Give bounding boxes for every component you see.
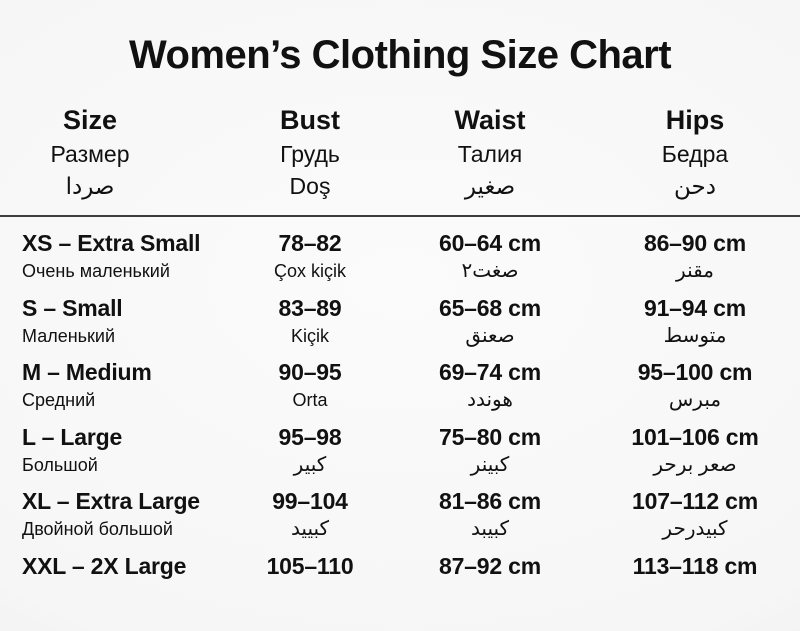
table-row-xl: XL – Extra Large Двойной большой 99–104 … — [0, 486, 800, 551]
bust-sublabel: كبير — [293, 453, 327, 476]
waist-sublabel: صغت٢ — [461, 260, 519, 282]
column-header-size-en: Size — [62, 105, 118, 135]
column-header-waist-en: Waist — [454, 105, 526, 135]
cell-hips: 91–94 cm متوسط — [590, 293, 800, 350]
size-label: XL – Extra Large — [22, 488, 200, 514]
table-row-xxl: XXL – 2X Large 105–110 87–92 cm 113–118 … — [0, 551, 800, 616]
size-label: L – Large — [22, 423, 123, 450]
cell-hips: 95–100 cm مبرس — [590, 357, 800, 414]
cell-hips: 113–118 cm — [590, 551, 800, 581]
hips-value: 86–90 cm — [644, 230, 746, 256]
size-sublabel: Маленький — [22, 325, 116, 346]
waist-sublabel: كبيبد — [470, 518, 510, 540]
hips-value: 107–112 cm — [632, 488, 758, 514]
bust-value: 105–110 — [266, 552, 354, 579]
cell-size: XL – Extra Large Двойной большой — [0, 486, 230, 543]
hips-value: 113–118 cm — [632, 552, 758, 579]
hips-sublabel: صعر برحر — [653, 453, 737, 476]
cell-waist: 75–80 cm كبينر — [390, 422, 590, 479]
size-sublabel: Очень маленький — [22, 261, 170, 281]
cell-waist: 81–86 cm كبيبد — [390, 486, 590, 543]
cell-bust: 78–82 Çox kiçik — [230, 228, 390, 285]
column-header-bust-en: Bust — [280, 105, 340, 135]
size-sublabel: Большой — [22, 454, 98, 475]
cell-bust: 95–98 كبير — [230, 422, 390, 479]
size-label: S – Small — [22, 294, 123, 321]
waist-value: 60–64 cm — [439, 230, 541, 256]
size-label: XS – Extra Small — [22, 230, 201, 256]
column-header-waist-ru: Талия — [457, 141, 523, 167]
column-header-size-alt: صردا — [65, 173, 115, 199]
column-header-bust-alt: Doş — [289, 173, 331, 199]
cell-size: XXL – 2X Large — [0, 551, 230, 581]
bust-sublabel: Çox kiçik — [273, 261, 346, 281]
cell-waist: 65–68 cm صعنق — [390, 293, 590, 350]
bust-sublabel: كبييد — [290, 518, 330, 540]
table-header-row: Size Размер صردا Bust Грудь Doş Waist Та… — [0, 104, 800, 201]
waist-value: 65–68 cm — [439, 294, 541, 321]
size-label: XXL – 2X Large — [22, 552, 187, 579]
column-header-size-ru: Размер — [50, 141, 130, 167]
cell-size: XS – Extra Small Очень маленький — [0, 228, 230, 285]
column-header-waist: Waist Талия صغير — [390, 104, 590, 201]
waist-value: 75–80 cm — [439, 423, 541, 450]
waist-sublabel: صعنق — [465, 324, 515, 347]
cell-bust: 83–89 Kiçik — [230, 293, 390, 350]
waist-value: 87–92 cm — [439, 552, 541, 579]
hips-sublabel: مبرس — [668, 389, 722, 411]
bust-value: 99–104 — [272, 488, 348, 514]
column-header-size: Size Размер صردا — [0, 104, 230, 201]
column-header-hips-alt: دحن — [674, 173, 716, 199]
cell-hips: 101–106 cm صعر برحر — [590, 422, 800, 479]
table-row-xs: XS – Extra Small Очень маленький 78–82 Ç… — [0, 228, 800, 293]
bust-sublabel: Kiçik — [290, 325, 329, 346]
cell-size: M – Medium Средний — [0, 357, 230, 414]
size-label: M – Medium — [22, 359, 152, 385]
waist-sublabel: هوندد — [467, 389, 513, 411]
cell-size: S – Small Маленький — [0, 293, 230, 350]
bust-value: 78–82 — [278, 230, 342, 256]
size-sublabel: Двойной большой — [22, 519, 173, 539]
bust-value: 90–95 — [278, 359, 342, 385]
table-row-l: L – Large Большой 95–98 كبير 75–80 cm كب… — [0, 422, 800, 487]
hips-value: 95–100 cm — [637, 359, 753, 385]
hips-value: 91–94 cm — [644, 294, 746, 321]
cell-hips: 86–90 cm مقنر — [590, 228, 800, 285]
column-header-hips-en: Hips — [665, 105, 725, 135]
bust-value: 95–98 — [278, 423, 342, 450]
hips-sublabel: مقنر — [676, 260, 714, 282]
column-header-hips-ru: Бедра — [661, 141, 729, 167]
table-row-m: M – Medium Средний 90–95 Orta 69–74 cm ه… — [0, 357, 800, 422]
cell-hips: 107–112 cm كبيدرحر — [590, 486, 800, 543]
cell-bust: 99–104 كبييد — [230, 486, 390, 543]
waist-value: 69–74 cm — [439, 359, 541, 385]
size-sublabel: Средний — [22, 390, 96, 410]
page-title: Women’s Clothing Size Chart — [128, 33, 672, 77]
bust-value: 83–89 — [278, 294, 342, 321]
table-row-s: S – Small Маленький 83–89 Kiçik 65–68 cm… — [0, 293, 800, 358]
cell-size: L – Large Большой — [0, 422, 230, 479]
column-header-bust-ru: Грудь — [280, 141, 340, 167]
cell-bust: 90–95 Orta — [230, 357, 390, 414]
hips-sublabel: متوسط — [663, 324, 727, 347]
hips-sublabel: كبيدرحر — [662, 518, 728, 540]
table-body: XS – Extra Small Очень маленький 78–82 Ç… — [0, 217, 800, 615]
waist-value: 81–86 cm — [439, 488, 541, 514]
cell-bust: 105–110 — [230, 551, 390, 581]
column-header-bust: Bust Грудь Doş — [230, 104, 390, 201]
cell-waist: 87–92 cm — [390, 551, 590, 581]
waist-sublabel: كبينر — [470, 453, 510, 476]
column-header-waist-alt: صغير — [464, 173, 516, 199]
hips-value: 101–106 cm — [631, 423, 759, 450]
cell-waist: 60–64 cm صغت٢ — [390, 228, 590, 285]
cell-waist: 69–74 cm هوندد — [390, 357, 590, 414]
bust-sublabel: Orta — [292, 390, 328, 410]
column-header-hips: Hips Бедра دحن — [590, 104, 800, 201]
header-divider — [0, 215, 800, 217]
